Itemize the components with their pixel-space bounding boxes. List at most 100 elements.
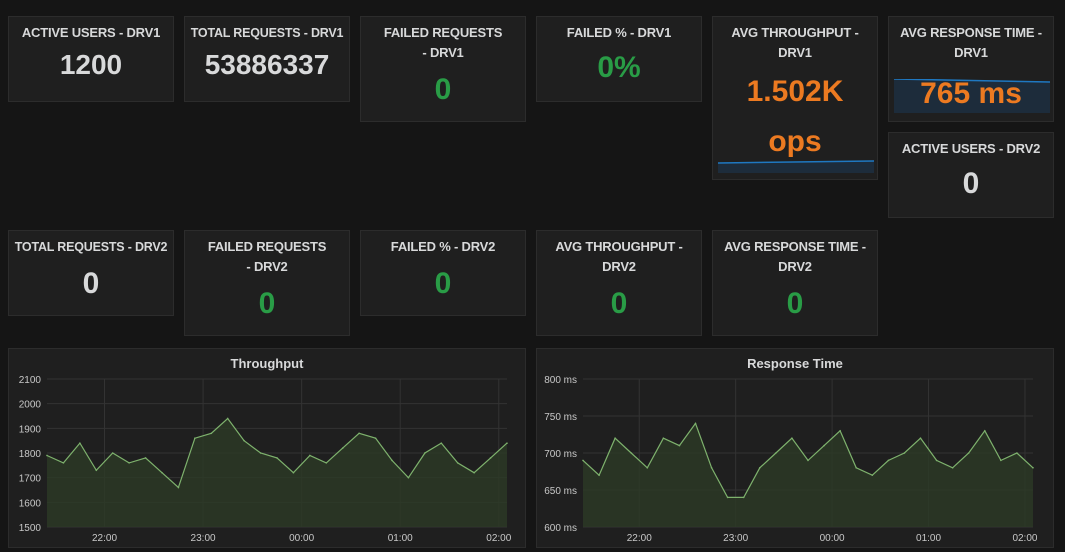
y-tick-label: 2000 <box>19 400 42 411</box>
x-tick-label: 22:00 <box>92 533 117 544</box>
x-tick-label: 23:00 <box>191 533 216 544</box>
panel-title: TOTAL REQUESTS - DRV2 <box>14 240 168 254</box>
data-point <box>243 439 245 442</box>
stat-total-requests-drv2[interactable]: TOTAL REQUESTS - DRV2 0 <box>8 230 174 316</box>
y-tick-label: 1600 <box>19 498 42 509</box>
data-point <box>951 467 954 469</box>
stat-value: 1.502K <box>746 75 844 108</box>
series-area <box>47 418 507 527</box>
data-point <box>983 430 986 432</box>
y-tick-label: 700 ms <box>544 449 577 460</box>
x-tick-label: 02:00 <box>486 533 511 544</box>
stat-value: 53886337 <box>204 49 330 80</box>
stat-value: 0 <box>434 73 452 106</box>
stat-value: 0 <box>258 287 276 320</box>
stat-avg-throughput-drv2[interactable]: AVG THROUGHPUT - DRV2 0 <box>536 230 702 336</box>
data-point <box>678 444 681 447</box>
x-tick-label: 02:00 <box>1012 533 1037 544</box>
data-point <box>823 444 825 447</box>
y-tick-label: 1800 <box>19 449 42 460</box>
stat-total-requests-drv1[interactable]: TOTAL REQUESTS - DRV1 53886337 <box>184 16 350 102</box>
data-point <box>614 437 616 439</box>
stat-avg-response-time-drv1[interactable]: AVG RESPONSE TIME - DRV1 765 ms <box>888 16 1054 122</box>
data-point <box>582 459 584 462</box>
data-point <box>726 496 729 499</box>
panel-title: FAILED REQUESTS - DRV1 <box>383 25 503 60</box>
data-point <box>473 471 475 474</box>
stat-value: 1200 <box>59 49 123 80</box>
data-point <box>374 437 377 439</box>
graph-response-time[interactable]: Response Time 600 ms 650 ms 700 ms 750 ms 80… <box>536 348 1054 548</box>
data-point <box>791 437 793 439</box>
x-tick-label: 01:00 <box>916 533 941 544</box>
panel-title: FAILED % - DRV1 <box>566 25 672 40</box>
series-area <box>583 423 1033 527</box>
data-point <box>259 452 262 454</box>
panel-title: FAILED REQUESTS - DRV2 <box>207 239 327 274</box>
data-point <box>226 417 229 420</box>
sparkline-line <box>894 79 1050 83</box>
data-point <box>95 469 98 472</box>
data-point <box>161 471 163 474</box>
data-point <box>775 452 777 454</box>
stat-failed-requests-drv2[interactable]: FAILED REQUESTS - DRV2 0 <box>184 230 350 336</box>
data-point <box>341 447 344 449</box>
y-tick-label: 1500 <box>19 523 42 534</box>
panel-title: AVG THROUGHPUT - DRV1 <box>731 25 859 60</box>
y-tick-label: 1900 <box>19 424 42 435</box>
x-tick-label: 01:00 <box>388 533 413 544</box>
data-point <box>598 474 600 476</box>
stat-value: 0 <box>610 287 628 320</box>
stat-avg-throughput-drv1[interactable]: AVG THROUGHPUT - DRV1 1.502K ops <box>712 16 878 180</box>
data-point <box>440 442 443 444</box>
y-tick-label: 650 ms <box>544 486 577 497</box>
data-point <box>79 442 81 444</box>
data-point <box>407 476 410 479</box>
throughput-chart[interactable]: 1500 1600 1700 1800 1900 2000 2100 22:00 23:00 00… <box>9 371 525 547</box>
sparkline <box>718 160 874 173</box>
graph-title: Throughput <box>230 356 304 371</box>
stat-avg-response-time-drv2[interactable]: AVG RESPONSE TIME - DRV2 0 <box>712 230 878 336</box>
data-point <box>871 474 874 476</box>
y-tick-label: 750 ms <box>544 412 577 423</box>
data-point <box>210 432 213 435</box>
stat-active-users-drv1[interactable]: ACTIVE USERS - DRV1 1200 <box>8 16 174 102</box>
stat-unit: ops <box>768 125 822 158</box>
data-point <box>1000 459 1002 462</box>
data-point <box>758 467 761 469</box>
data-point <box>111 452 114 454</box>
response-time-chart[interactable]: 600 ms 650 ms 700 ms 750 ms 800 ms 22:00 23:00… <box>537 371 1053 547</box>
x-tick-label: 23:00 <box>723 533 748 544</box>
data-point <box>839 430 841 432</box>
data-point <box>62 462 65 464</box>
stat-value: 0 <box>434 267 452 300</box>
stat-failed-requests-drv1[interactable]: FAILED REQUESTS - DRV1 0 <box>360 16 526 122</box>
panel-title: TOTAL REQUESTS - DRV1 <box>190 26 344 40</box>
data-point <box>903 452 906 454</box>
data-point <box>742 496 745 499</box>
y-tick-label: 1700 <box>19 474 42 485</box>
stat-failed-percent-drv1[interactable]: FAILED % - DRV1 0% <box>536 16 702 102</box>
stat-value: 0 <box>786 287 804 320</box>
stat-active-users-drv2[interactable]: ACTIVE USERS - DRV2 0 <box>888 132 1054 218</box>
data-point <box>194 437 196 439</box>
data-point <box>807 459 809 462</box>
data-point <box>391 459 393 462</box>
sparkline-line <box>718 160 874 164</box>
data-point <box>646 467 649 469</box>
graph-throughput[interactable]: Throughput 1500 1600 1700 1800 1900 2000 2100 2… <box>8 348 526 548</box>
data-point <box>1016 452 1018 454</box>
data-point <box>694 422 697 425</box>
x-tick-label: 00:00 <box>289 533 314 544</box>
stat-failed-percent-drv2[interactable]: FAILED % - DRV2 0 <box>360 230 526 316</box>
data-point <box>309 454 311 457</box>
panel-title: FAILED % - DRV2 <box>390 239 496 254</box>
data-point <box>919 437 922 439</box>
stat-value: 765 ms <box>920 77 1022 110</box>
data-point <box>358 432 360 435</box>
y-tick-label: 2100 <box>19 375 42 386</box>
x-tick-label: 22:00 <box>627 533 652 544</box>
data-point <box>630 452 633 454</box>
data-point <box>710 467 713 469</box>
graph-title: Response Time <box>747 356 843 371</box>
